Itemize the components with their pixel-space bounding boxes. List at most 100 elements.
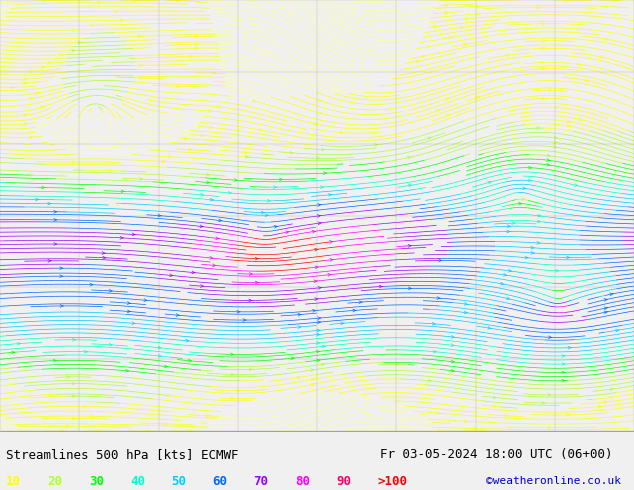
FancyArrowPatch shape — [451, 369, 455, 372]
FancyArrowPatch shape — [537, 127, 540, 129]
FancyArrowPatch shape — [554, 141, 557, 144]
FancyArrowPatch shape — [78, 41, 81, 44]
FancyArrowPatch shape — [114, 10, 117, 13]
FancyArrowPatch shape — [577, 63, 581, 66]
FancyArrowPatch shape — [109, 343, 112, 346]
FancyArrowPatch shape — [427, 46, 430, 49]
FancyArrowPatch shape — [562, 371, 566, 374]
Text: ©weatheronline.co.uk: ©weatheronline.co.uk — [486, 476, 621, 486]
FancyArrowPatch shape — [167, 394, 171, 397]
FancyArrowPatch shape — [188, 359, 191, 362]
FancyArrowPatch shape — [610, 388, 613, 391]
FancyArrowPatch shape — [321, 148, 325, 151]
FancyArrowPatch shape — [548, 426, 551, 429]
FancyArrowPatch shape — [72, 382, 75, 385]
FancyArrowPatch shape — [234, 179, 238, 181]
FancyArrowPatch shape — [11, 351, 15, 354]
FancyArrowPatch shape — [598, 405, 601, 408]
FancyArrowPatch shape — [72, 29, 75, 31]
FancyArrowPatch shape — [126, 369, 129, 372]
FancyArrowPatch shape — [318, 222, 321, 224]
FancyArrowPatch shape — [66, 425, 69, 428]
FancyArrowPatch shape — [508, 270, 512, 272]
FancyArrowPatch shape — [445, 98, 449, 100]
FancyArrowPatch shape — [335, 89, 339, 91]
FancyArrowPatch shape — [444, 12, 448, 14]
FancyArrowPatch shape — [286, 231, 289, 234]
FancyArrowPatch shape — [428, 379, 432, 382]
FancyArrowPatch shape — [538, 214, 541, 217]
FancyArrowPatch shape — [379, 285, 383, 288]
FancyArrowPatch shape — [463, 43, 467, 46]
FancyArrowPatch shape — [323, 172, 327, 174]
FancyArrowPatch shape — [170, 274, 173, 277]
FancyArrowPatch shape — [542, 401, 545, 404]
FancyArrowPatch shape — [574, 184, 578, 186]
FancyArrowPatch shape — [54, 243, 57, 245]
FancyArrowPatch shape — [396, 363, 399, 366]
FancyArrowPatch shape — [60, 305, 63, 307]
FancyArrowPatch shape — [18, 343, 21, 345]
FancyArrowPatch shape — [416, 60, 419, 63]
FancyArrowPatch shape — [195, 47, 198, 49]
Text: Streamlines 500 hPa [kts] ECMWF: Streamlines 500 hPa [kts] ECMWF — [6, 448, 239, 461]
FancyArrowPatch shape — [507, 230, 510, 233]
FancyArrowPatch shape — [42, 186, 45, 189]
FancyArrowPatch shape — [72, 49, 75, 52]
FancyArrowPatch shape — [72, 338, 76, 341]
FancyArrowPatch shape — [330, 259, 333, 261]
FancyArrowPatch shape — [555, 106, 559, 109]
FancyArrowPatch shape — [316, 350, 320, 353]
FancyArrowPatch shape — [256, 281, 259, 284]
FancyArrowPatch shape — [547, 163, 550, 166]
FancyArrowPatch shape — [67, 375, 70, 378]
FancyArrowPatch shape — [158, 346, 162, 349]
FancyArrowPatch shape — [439, 259, 442, 262]
FancyArrowPatch shape — [531, 246, 534, 249]
FancyArrowPatch shape — [90, 415, 93, 417]
FancyArrowPatch shape — [252, 99, 256, 102]
FancyArrowPatch shape — [48, 62, 51, 64]
FancyArrowPatch shape — [109, 122, 112, 125]
Text: >100: >100 — [377, 475, 407, 488]
FancyArrowPatch shape — [103, 147, 106, 150]
FancyArrowPatch shape — [311, 378, 314, 381]
FancyArrowPatch shape — [604, 311, 607, 314]
FancyArrowPatch shape — [210, 198, 214, 201]
FancyArrowPatch shape — [30, 70, 33, 73]
FancyArrowPatch shape — [313, 309, 316, 312]
FancyArrowPatch shape — [255, 257, 259, 260]
FancyArrowPatch shape — [298, 326, 301, 328]
FancyArrowPatch shape — [314, 298, 318, 300]
FancyArrowPatch shape — [168, 155, 171, 158]
FancyArrowPatch shape — [60, 53, 63, 56]
FancyArrowPatch shape — [90, 24, 93, 26]
FancyArrowPatch shape — [84, 405, 87, 408]
FancyArrowPatch shape — [605, 38, 608, 40]
FancyArrowPatch shape — [313, 64, 316, 67]
FancyArrowPatch shape — [408, 287, 412, 290]
FancyArrowPatch shape — [200, 285, 204, 288]
FancyArrowPatch shape — [548, 393, 551, 396]
FancyArrowPatch shape — [537, 242, 540, 245]
FancyArrowPatch shape — [188, 430, 192, 433]
FancyArrowPatch shape — [566, 414, 569, 416]
FancyArrowPatch shape — [30, 98, 33, 100]
FancyArrowPatch shape — [120, 236, 124, 239]
FancyArrowPatch shape — [567, 120, 571, 122]
FancyArrowPatch shape — [433, 350, 437, 353]
FancyArrowPatch shape — [403, 38, 407, 41]
FancyArrowPatch shape — [217, 105, 221, 108]
FancyArrowPatch shape — [340, 131, 343, 134]
FancyArrowPatch shape — [72, 161, 75, 164]
FancyArrowPatch shape — [109, 290, 112, 292]
FancyArrowPatch shape — [158, 214, 161, 217]
FancyArrowPatch shape — [395, 412, 399, 415]
FancyArrowPatch shape — [259, 128, 262, 131]
FancyArrowPatch shape — [437, 296, 441, 299]
FancyArrowPatch shape — [451, 360, 455, 363]
FancyArrowPatch shape — [312, 230, 316, 233]
FancyArrowPatch shape — [132, 233, 136, 236]
FancyArrowPatch shape — [98, 1, 101, 4]
FancyArrowPatch shape — [316, 333, 320, 336]
